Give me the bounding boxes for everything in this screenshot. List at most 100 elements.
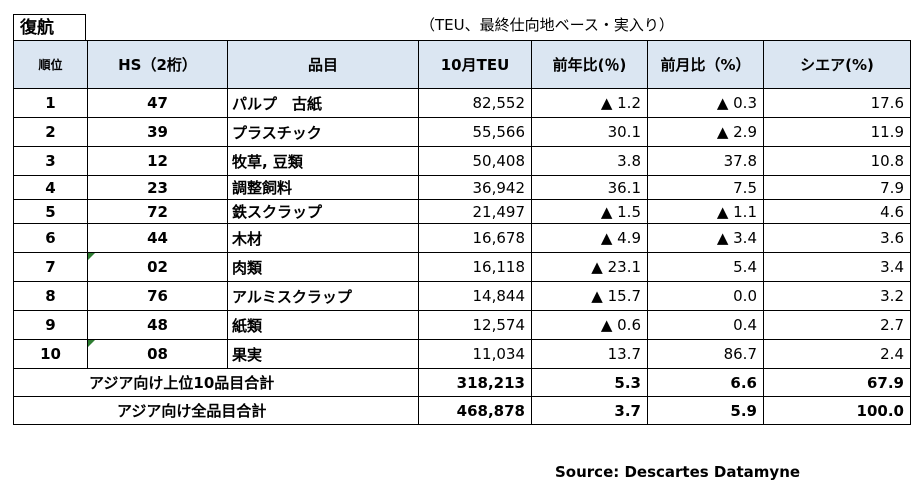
yoy-cell: 36.1 [531, 175, 648, 200]
total-share-cell: 67.9 [763, 368, 911, 397]
item-cell: アルミスクラップ [227, 281, 419, 311]
yoy-cell: ▲ 1.5 [531, 199, 648, 224]
mom-cell: 86.7 [647, 339, 764, 369]
total-mom-cell: 5.9 [647, 396, 764, 425]
table-subtitle: （TEU、最終仕向地ベース・実入り） [420, 16, 674, 34]
teu-cell: 36,942 [418, 175, 532, 200]
hs-cell: 47 [87, 88, 228, 118]
mom-cell: ▲ 2.9 [647, 117, 764, 147]
hs-cell: 08 [87, 339, 228, 369]
header-yoy: 前年比(％) [531, 40, 648, 89]
total-mom-cell: 6.6 [647, 368, 764, 397]
total-teu-cell: 468,878 [418, 396, 532, 425]
item-cell: 果実 [227, 339, 419, 369]
table-row: 9 48 紙類 12,574 ▲ 0.6 0.4 2.7 [13, 310, 911, 340]
mom-cell: 0.0 [647, 281, 764, 311]
total-yoy-cell: 5.3 [531, 368, 648, 397]
yoy-cell: ▲ 1.2 [531, 88, 648, 118]
teu-cell: 12,574 [418, 310, 532, 340]
mom-cell: 37.8 [647, 146, 764, 176]
yoy-cell: 3.8 [531, 146, 648, 176]
teu-cell: 16,118 [418, 252, 532, 282]
table-row: 5 72 鉄スクラップ 21,497 ▲ 1.5 ▲ 1.1 4.6 [13, 199, 911, 224]
teu-cell: 50,408 [418, 146, 532, 176]
share-cell: 11.9 [763, 117, 911, 147]
yoy-cell: ▲ 4.9 [531, 223, 648, 253]
header-teu: 10月TEU [418, 40, 532, 89]
header-mom: 前月比（%） [647, 40, 764, 89]
hs-cell: 12 [87, 146, 228, 176]
share-cell: 2.4 [763, 339, 911, 369]
table-row: 8 76 アルミスクラップ 14,844 ▲ 15.7 0.0 3.2 [13, 281, 911, 311]
table-row: 2 39 プラスチック 55,566 30.1 ▲ 2.9 11.9 [13, 117, 911, 147]
item-cell: 肉類 [227, 252, 419, 282]
rank-cell: 1 [13, 88, 88, 118]
table-title: 復航 [13, 14, 86, 40]
mom-cell: 0.4 [647, 310, 764, 340]
share-cell: 17.6 [763, 88, 911, 118]
source-note: Source: Descartes Datamyne [555, 463, 801, 481]
mom-cell: ▲ 3.4 [647, 223, 764, 253]
mom-cell: 7.5 [647, 175, 764, 200]
share-cell: 4.6 [763, 199, 911, 224]
header-row: 順位 HS（2桁） 品目 10月TEU 前年比(％) 前月比（%） シエア(%) [13, 40, 911, 89]
total-label: アジア向け上位10品目合計 [13, 368, 419, 397]
item-cell: 調整飼料 [227, 175, 419, 200]
rank-cell: 2 [13, 117, 88, 147]
mom-cell: 5.4 [647, 252, 764, 282]
share-cell: 2.7 [763, 310, 911, 340]
total-row: アジア向け上位10品目合計 318,213 5.3 6.6 67.9 [13, 368, 911, 397]
teu-cell: 14,844 [418, 281, 532, 311]
teu-cell: 21,497 [418, 199, 532, 224]
total-share-cell: 100.0 [763, 396, 911, 425]
mom-cell: ▲ 0.3 [647, 88, 764, 118]
rank-cell: 9 [13, 310, 88, 340]
table-row: 1 47 パルプ 古紙 82,552 ▲ 1.2 ▲ 0.3 17.6 [13, 88, 911, 118]
table-row: 6 44 木材 16,678 ▲ 4.9 ▲ 3.4 3.6 [13, 223, 911, 253]
share-cell: 3.6 [763, 223, 911, 253]
share-cell: 7.9 [763, 175, 911, 200]
hs-cell: 44 [87, 223, 228, 253]
item-cell: パルプ 古紙 [227, 88, 419, 118]
item-cell: 鉄スクラップ [227, 199, 419, 224]
rank-cell: 10 [13, 339, 88, 369]
rank-cell: 4 [13, 175, 88, 200]
share-cell: 3.4 [763, 252, 911, 282]
rank-cell: 7 [13, 252, 88, 282]
total-yoy-cell: 3.7 [531, 396, 648, 425]
yoy-cell: ▲ 15.7 [531, 281, 648, 311]
share-cell: 10.8 [763, 146, 911, 176]
hs-cell: 23 [87, 175, 228, 200]
rank-cell: 5 [13, 199, 88, 224]
table-row: 4 23 調整飼料 36,942 36.1 7.5 7.9 [13, 175, 911, 200]
yoy-cell: 13.7 [531, 339, 648, 369]
hs-cell: 72 [87, 199, 228, 224]
total-row: アジア向け全品目合計 468,878 3.7 5.9 100.0 [13, 396, 911, 425]
teu-cell: 55,566 [418, 117, 532, 147]
header-hs: HS（2桁） [87, 40, 228, 89]
hs-cell: 39 [87, 117, 228, 147]
header-rank: 順位 [13, 40, 88, 89]
item-cell: 紙類 [227, 310, 419, 340]
hs-cell: 02 [87, 252, 228, 282]
teu-cell: 82,552 [418, 88, 532, 118]
hs-cell: 76 [87, 281, 228, 311]
teu-cell: 16,678 [418, 223, 532, 253]
yoy-cell: ▲ 0.6 [531, 310, 648, 340]
yoy-cell: 30.1 [531, 117, 648, 147]
table-row: 3 12 牧草, 豆類 50,408 3.8 37.8 10.8 [13, 146, 911, 176]
total-teu-cell: 318,213 [418, 368, 532, 397]
rank-cell: 8 [13, 281, 88, 311]
mom-cell: ▲ 1.1 [647, 199, 764, 224]
rank-cell: 6 [13, 223, 88, 253]
rank-cell: 3 [13, 146, 88, 176]
header-share: シエア(%) [763, 40, 911, 89]
yoy-cell: ▲ 23.1 [531, 252, 648, 282]
item-cell: 木材 [227, 223, 419, 253]
item-cell: 牧草, 豆類 [227, 146, 419, 176]
header-item: 品目 [227, 40, 419, 89]
hs-cell: 48 [87, 310, 228, 340]
table-row: 10 08 果実 11,034 13.7 86.7 2.4 [13, 339, 911, 369]
data-table: 順位 HS（2桁） 品目 10月TEU 前年比(％) 前月比（%） シエア(%)… [13, 40, 911, 425]
share-cell: 3.2 [763, 281, 911, 311]
